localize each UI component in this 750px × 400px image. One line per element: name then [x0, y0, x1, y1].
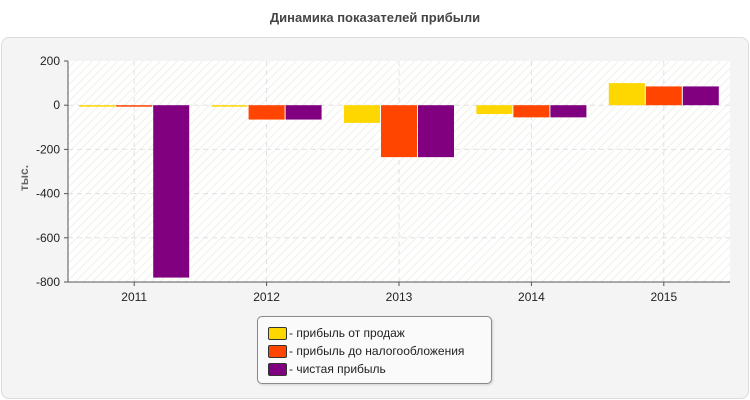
y-tick-label: -400: [36, 187, 60, 201]
bar-1-2015: [645, 86, 682, 106]
bar-0-2015: [608, 83, 645, 106]
y-axis-label: тыс.: [17, 164, 31, 192]
x-tick-label: 2014: [518, 290, 545, 304]
bar-2-2014: [550, 105, 587, 118]
legend-item-sales-profit: - прибыль от продаж: [268, 325, 405, 341]
legend-swatch-net-profit: [268, 362, 287, 376]
bar-0-2011: [79, 105, 116, 107]
legend: - прибыль от продаж - прибыль до налогоо…: [257, 316, 492, 384]
legend-label-sales-profit: - прибыль от продаж: [289, 326, 405, 340]
axes: [64, 60, 730, 286]
x-tick-label: 2015: [650, 290, 677, 304]
legend-swatch-pretax-profit: [268, 344, 287, 358]
bar-2-2013: [418, 105, 454, 158]
legend-label-net-profit: - чистая прибыль: [289, 362, 386, 376]
bar-0-2014: [476, 105, 513, 115]
legend-item-pretax-profit: - прибыль до налогообложения: [268, 343, 464, 359]
x-tick-label: 2012: [253, 290, 280, 304]
legend-item-net-profit: - чистая прибыль: [268, 361, 386, 377]
y-tick-label: -200: [36, 142, 60, 156]
bar-2-2011: [153, 105, 190, 278]
bar-1-2013: [381, 105, 417, 158]
chart-title: Динамика показателей прибыли: [269, 10, 481, 25]
legend-swatch-sales-profit: [268, 326, 287, 340]
bars-group: [79, 83, 719, 278]
bar-2-2015: [682, 86, 719, 106]
bar-1-2012: [248, 105, 285, 120]
bar-0-2012: [211, 105, 248, 107]
y-tick-label: -600: [36, 231, 60, 245]
bar-1-2014: [513, 105, 550, 118]
bar-0-2013: [344, 105, 380, 123]
bar-2-2012: [285, 105, 322, 120]
x-tick-label: 2013: [386, 290, 413, 304]
bar-1-2011: [116, 105, 153, 107]
legend-label-pretax-profit: - прибыль до налогообложения: [289, 344, 465, 358]
y-tick-label: 0: [53, 98, 60, 112]
y-tick-label: 200: [40, 54, 60, 68]
x-tick-label: 2011: [121, 290, 147, 304]
y-tick-label: -800: [36, 275, 60, 289]
y-tick-labels: 200 0 -200 -400 -600 -800: [36, 54, 60, 289]
x-tick-labels: 2011 2012 2013 2014 2015: [121, 290, 677, 304]
